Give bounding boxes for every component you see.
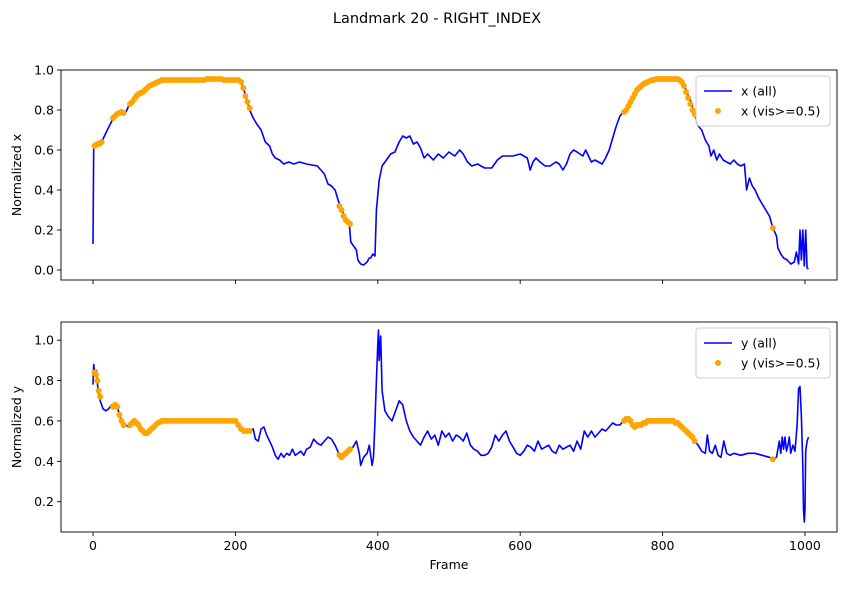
series-line-x-all (92, 78, 809, 270)
y-tick-label: 1.0 (34, 333, 54, 348)
y-tick-label: 0.4 (34, 454, 54, 469)
plot-area (91, 76, 809, 270)
axes-frame (60, 321, 838, 533)
x-tick-label: 1000 (789, 538, 821, 553)
axes-frame (60, 69, 838, 281)
data-point (687, 101, 694, 107)
x-tick-label: 0 (89, 538, 97, 553)
data-point (246, 428, 253, 434)
legend-box (695, 327, 831, 379)
legend-entry: x (all) (741, 84, 777, 99)
data-point (685, 95, 692, 101)
series-line-y-all (92, 329, 810, 523)
data-point (240, 85, 247, 91)
data-point (338, 207, 345, 213)
legend-entry: y (vis>=0.5) (741, 356, 820, 371)
data-point (92, 371, 99, 378)
legend-swatch-marker (715, 360, 721, 366)
y-tick-label: 0.8 (34, 373, 54, 388)
x-tick-label: 200 (223, 538, 247, 553)
data-point (95, 387, 102, 394)
y-tick-label: 1.0 (34, 63, 54, 78)
y-tick-label: 0.8 (34, 103, 54, 118)
data-point (769, 225, 776, 231)
plot-area (91, 329, 810, 523)
series-markers-x-vis-0-5 (91, 76, 776, 231)
data-point (246, 105, 253, 111)
legend: x (all) x (vis>=0.5) (695, 75, 831, 127)
x-tick-label: 800 (651, 538, 675, 553)
figure-title: Landmark 20 - RIGHT_INDEX (333, 11, 541, 27)
y-tick-label: 0.2 (34, 223, 54, 238)
legend-entry: y (all) (741, 336, 777, 351)
legend-swatch-marker (715, 108, 721, 114)
y-tick-label: 0.2 (34, 494, 54, 509)
data-point (680, 83, 687, 89)
legend-box (695, 75, 831, 127)
x-tick-label: 600 (508, 538, 532, 553)
data-point (116, 411, 123, 418)
legend: y (all) y (vis>=0.5) (695, 327, 831, 379)
y-tick-label: 0.0 (34, 263, 54, 278)
data-point (769, 456, 776, 463)
data-point (683, 89, 690, 95)
y-tick-label: 0.6 (34, 413, 54, 428)
data-point (94, 377, 101, 384)
y-axis-label: Normalized x (9, 134, 24, 216)
data-point (244, 99, 251, 105)
y-tick-label: 0.6 (34, 143, 54, 158)
x-axis-label: Frame (430, 557, 469, 572)
data-point (691, 438, 698, 445)
subplot-y: 0 200 400 600 800 1000 0.2 0.4 0.6 0.8 1.0 Normaliz… (9, 321, 838, 572)
legend-entry: x (vis>=0.5) (741, 104, 820, 119)
data-point (347, 221, 353, 227)
y-axis-label: Normalized y (9, 385, 24, 468)
x-tick-label: 400 (366, 538, 390, 553)
data-point (98, 139, 105, 145)
data-point (97, 393, 104, 400)
data-point (242, 93, 249, 99)
data-point (347, 446, 353, 453)
data-point (120, 110, 127, 116)
data-point (114, 403, 121, 410)
data-point (120, 422, 127, 428)
y-tick-label: 0.4 (34, 183, 54, 198)
series-markers-y-vis-0-5 (91, 369, 776, 463)
data-point (238, 79, 245, 85)
